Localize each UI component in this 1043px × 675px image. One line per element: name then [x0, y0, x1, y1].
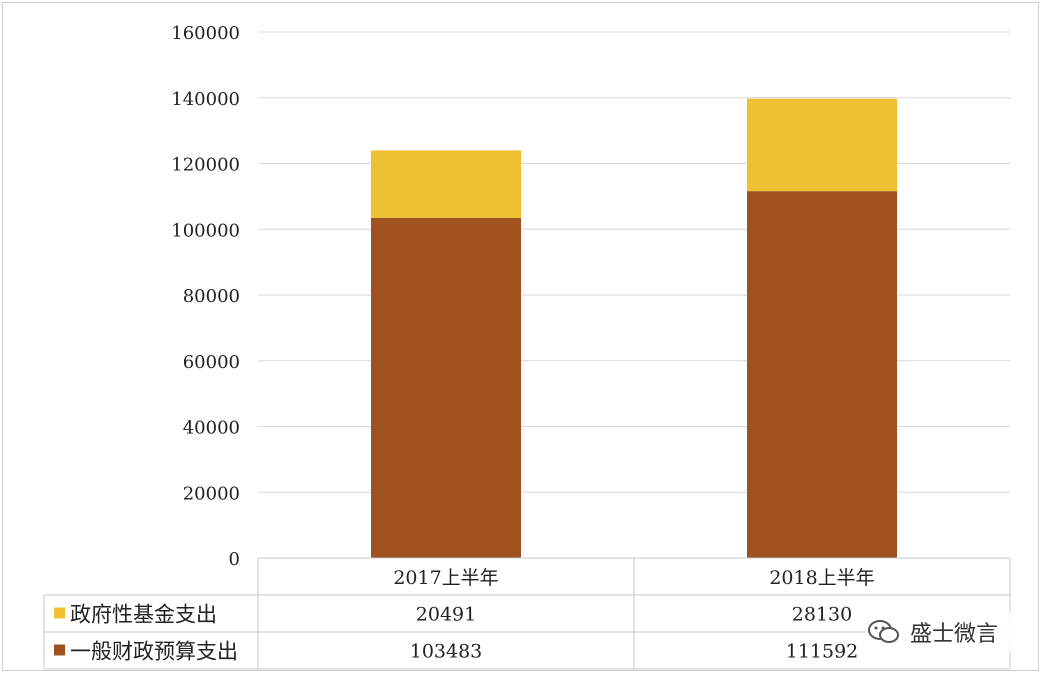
bar-segment: [371, 150, 521, 218]
legend-swatch: [54, 607, 65, 619]
data-table-value: 28130: [792, 604, 852, 626]
watermark-text: 盛士微言: [910, 622, 999, 647]
data-table-value: 20491: [416, 604, 476, 626]
bar-segment: [747, 191, 897, 558]
y-tick-label: 40000: [183, 418, 240, 439]
watermark: 盛士微言: [866, 612, 1026, 652]
data-table-value: 111592: [786, 641, 859, 663]
y-tick-label: 20000: [183, 483, 240, 504]
y-tick-label: 100000: [171, 220, 240, 241]
wechat-icon: [868, 620, 899, 643]
data-table-value: 103483: [410, 641, 483, 663]
y-tick-label: 160000: [171, 23, 240, 44]
legend-swatch: [54, 644, 65, 656]
bar-segment: [747, 98, 897, 192]
x-category-label: 2017上半年: [393, 567, 498, 589]
y-tick-label: 140000: [171, 89, 240, 110]
bar-segment: [371, 217, 521, 559]
y-tick-label: 0: [229, 549, 240, 570]
legend-series-name: 一般财政预算支出: [70, 640, 238, 664]
x-category-label: 2018上半年: [769, 567, 874, 589]
legend-series-name: 政府性基金支出: [70, 603, 217, 627]
y-tick-label: 120000: [171, 155, 240, 176]
y-tick-label: 60000: [183, 352, 240, 373]
y-tick-label: 80000: [183, 286, 240, 307]
